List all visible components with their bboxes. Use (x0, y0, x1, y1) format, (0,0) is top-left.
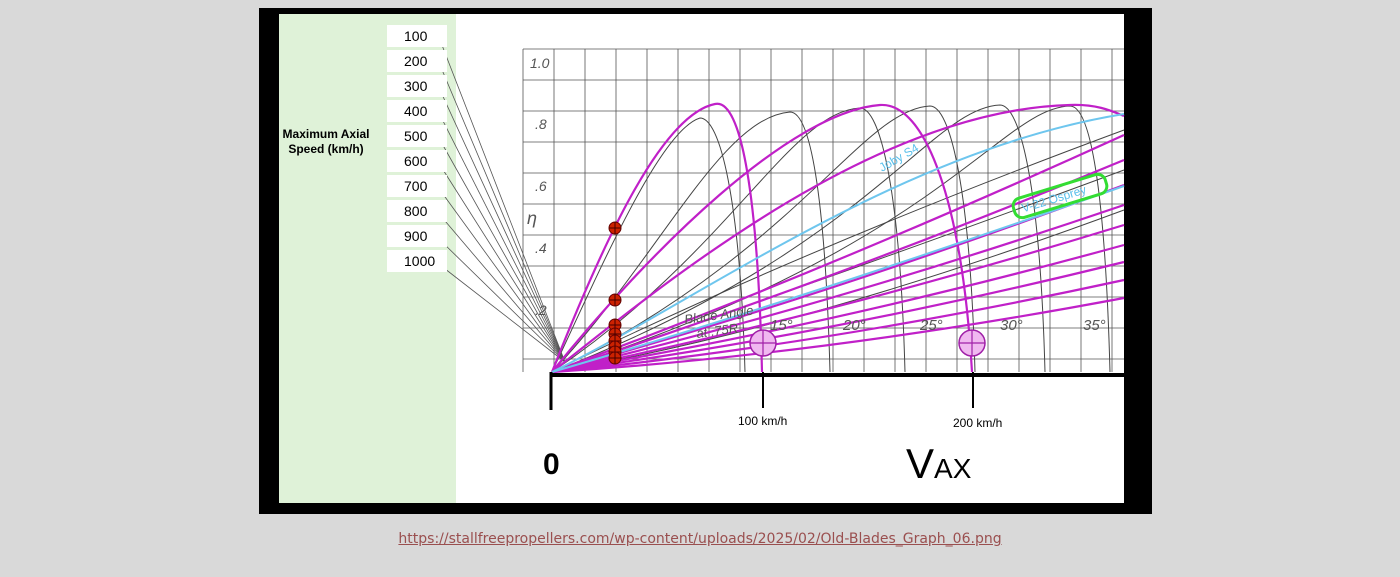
y-label: .8 (535, 116, 547, 132)
speed-label: 700 (404, 178, 428, 194)
angle-label: 20° (842, 317, 866, 334)
speed-mark: 100 km/h (738, 414, 787, 428)
x-label-sub: AX (934, 453, 972, 484)
speed-label: 200 (404, 53, 428, 69)
speed-label: 100 (404, 28, 428, 44)
y-label: .6 (535, 178, 547, 194)
chart-area (456, 14, 1124, 503)
image-link[interactable]: https://stallfreepropellers.com/wp-conte… (398, 531, 1001, 547)
speed-label: 300 (404, 78, 428, 94)
y-symbol: η (527, 208, 537, 228)
speed-label: 800 (404, 203, 428, 219)
speed-label: 1000 (404, 253, 435, 269)
y-label: .4 (535, 240, 547, 256)
chart-image: Maximum Axial Speed (km/h) 100 200 300 400 5… (0, 0, 1400, 520)
origin-label: 0 (543, 448, 560, 481)
speed-label: 900 (404, 228, 428, 244)
y-label: 1.0 (530, 55, 550, 71)
caption: https://stallfreepropellers.com/wp-conte… (0, 531, 1400, 547)
angle-label: 30° (1000, 317, 1023, 334)
angle-label: 35° (1083, 317, 1106, 334)
x-label-main: V (906, 440, 934, 487)
speed-label: 400 (404, 103, 428, 119)
page: {"image": { "side_label": ["Maximum Axia… (0, 0, 1400, 577)
speed-mark: 200 km/h (953, 416, 1002, 430)
speed-label: 500 (404, 128, 428, 144)
side-label: Maximum Axial (283, 127, 370, 141)
angle-label: 25° (919, 317, 943, 334)
speed-label: 600 (404, 153, 428, 169)
side-label: Speed (km/h) (288, 142, 363, 156)
y-label: .2 (535, 302, 547, 318)
angle-label: 15° (770, 317, 793, 334)
